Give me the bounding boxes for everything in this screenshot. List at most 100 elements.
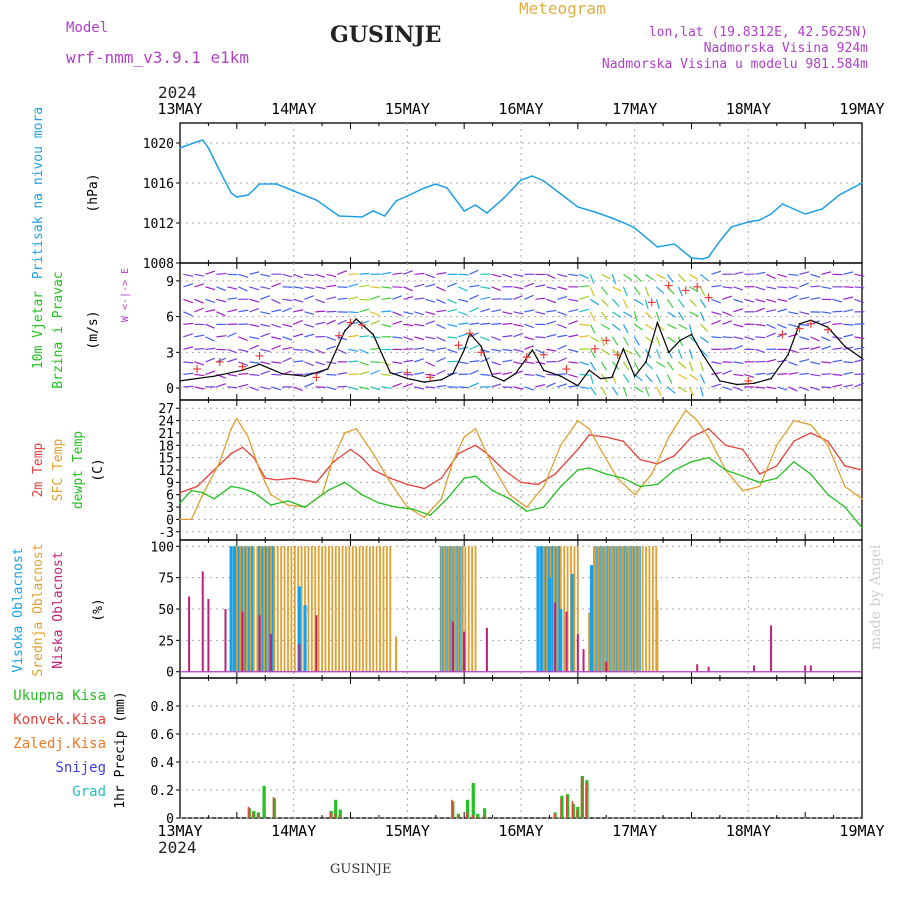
temp-line-dewpt	[179, 456, 863, 529]
wind-arrow	[414, 371, 425, 375]
wind-arrow	[557, 357, 567, 363]
temp-line-dewpt-point	[508, 498, 511, 500]
pressure-line-point	[338, 215, 340, 217]
x-tick-label-bottom: 14MAY	[271, 822, 316, 840]
temp-line-sfc_temp-point	[452, 460, 454, 463]
wind-arrow	[403, 311, 414, 315]
high-cloud-bar	[271, 546, 275, 672]
wind-arrow	[678, 386, 688, 393]
wind-arrow	[722, 336, 733, 339]
precip-conv-bar	[585, 783, 587, 818]
precip-conv-bar	[247, 806, 250, 818]
wind-arrow	[524, 309, 535, 313]
precip-conv-bar	[252, 812, 254, 818]
wind-arrow	[677, 273, 686, 282]
wind-arrow	[579, 386, 590, 390]
y-tick-label: 12	[158, 464, 174, 479]
precip-conv-bar	[338, 815, 341, 818]
wind-arrow	[711, 336, 722, 339]
wind-arrow	[557, 296, 568, 300]
temp-line-temp2m-point	[741, 448, 744, 451]
cloud-unit: (%)	[91, 598, 106, 621]
temp-line-sfc_temp-point	[440, 498, 443, 500]
wind-arrow	[227, 386, 238, 389]
wind-arrow	[293, 286, 304, 290]
mid-cloud-bar	[338, 546, 341, 672]
precip-total-bar	[566, 794, 570, 818]
temp-line-dewpt-point	[253, 491, 255, 494]
wind-arrow	[381, 271, 392, 275]
temp-line-sfc_temp-point	[685, 409, 687, 412]
wind-arrow	[677, 336, 684, 347]
mid-cloud-bar	[624, 546, 627, 672]
y-tick-label: 21	[158, 427, 174, 442]
wind-arrow	[568, 385, 579, 388]
wind-speed-line-point	[611, 376, 613, 379]
temp-line-dewpt-point	[446, 498, 448, 500]
mid-cloud-bar	[440, 546, 443, 672]
wind-arrow	[589, 374, 594, 385]
wind-arrow	[491, 336, 502, 341]
wind-arrow	[744, 336, 755, 341]
y-tick-label: 9	[166, 476, 174, 491]
footer-station: GUSINJE	[330, 862, 392, 877]
mid-cloud-bar	[239, 546, 242, 672]
low-cloud-bar	[463, 631, 466, 672]
wind-arrow	[821, 361, 832, 364]
temp-line-dewpt-point	[230, 485, 232, 488]
low-cloud-bar	[269, 634, 272, 672]
wind-arrow	[271, 336, 282, 340]
temp-line-sfc_temp-point	[588, 428, 590, 430]
pressure-line-point	[275, 183, 278, 185]
low-cloud-bar	[565, 611, 568, 672]
wind-arrow	[579, 295, 590, 300]
wind-arrow	[733, 344, 743, 350]
high-cloud-bar	[250, 546, 254, 672]
temp-line-dewpt-point	[474, 475, 477, 477]
wind-arrow	[612, 286, 622, 292]
y-tick-label: -3	[158, 526, 174, 541]
wind-arrow	[194, 283, 205, 288]
temp-line-sfc_temp-point	[344, 432, 346, 434]
wind-arrow	[799, 386, 809, 391]
wind-arrow	[293, 298, 304, 303]
low-cloud-bar	[241, 611, 244, 672]
temp-line-sfc_temp-point	[247, 436, 249, 438]
pressure-line-point	[383, 215, 386, 217]
temp-line-dewpt-point	[378, 502, 380, 504]
mid-cloud-bar	[276, 546, 279, 672]
wind-arrow	[524, 282, 534, 288]
wind-arrow	[326, 361, 337, 365]
wind-arrow	[216, 286, 226, 292]
cloud-ylabel-low: Niska Oblacnost	[51, 551, 66, 668]
wind-arrow	[810, 386, 821, 391]
x-tick-label-top: 14MAY	[271, 100, 316, 118]
pressure-line-point	[628, 224, 630, 226]
wind-arrow	[699, 374, 706, 384]
wind-arrow	[722, 295, 733, 300]
wind-speed-line-point	[389, 371, 392, 374]
temp-line-sfc_temp-point	[258, 469, 261, 471]
wind-arrow	[568, 308, 579, 313]
wind-arrow	[480, 308, 491, 313]
wind-arrow	[359, 370, 370, 375]
wind-arrow	[568, 298, 579, 302]
temp-line-dewpt-point	[690, 460, 693, 463]
wind-arrow	[589, 386, 597, 396]
temp-line-temp2m-point	[577, 448, 579, 451]
mid-cloud-bar	[331, 546, 334, 672]
wind-arrow	[513, 386, 524, 390]
temp-line-temp2m-point	[554, 473, 556, 475]
temp-line-sfc_temp-point	[355, 428, 357, 430]
temp-line-dewpt-point	[542, 506, 545, 508]
wind-ylabel-2: Brzina i Pravac	[51, 271, 66, 388]
temp-line-sfc_temp-point	[491, 465, 494, 467]
wind-arrow	[699, 311, 705, 322]
wind-arrow	[183, 333, 194, 338]
wind-speed-line-point	[787, 353, 789, 356]
precip-conv-bar	[483, 815, 485, 818]
high-cloud-bar	[547, 577, 552, 672]
wind-arrow	[491, 372, 502, 375]
wind-arrow	[458, 298, 469, 303]
wind-arrow	[788, 333, 799, 338]
